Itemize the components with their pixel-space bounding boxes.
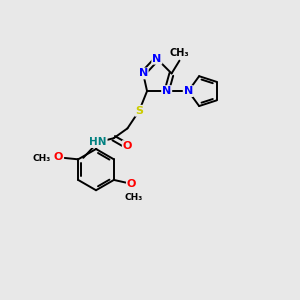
Text: N: N bbox=[184, 86, 193, 96]
Text: O: O bbox=[127, 179, 136, 189]
Text: CH₃: CH₃ bbox=[169, 48, 189, 58]
Text: S: S bbox=[135, 106, 143, 116]
Text: N: N bbox=[152, 54, 161, 64]
Text: O: O bbox=[123, 141, 132, 151]
Text: HN: HN bbox=[89, 137, 107, 147]
Text: CH₃: CH₃ bbox=[124, 193, 142, 202]
Text: CH₃: CH₃ bbox=[32, 154, 51, 163]
Text: N: N bbox=[162, 86, 171, 96]
Text: N: N bbox=[139, 68, 148, 78]
Text: O: O bbox=[54, 152, 63, 162]
